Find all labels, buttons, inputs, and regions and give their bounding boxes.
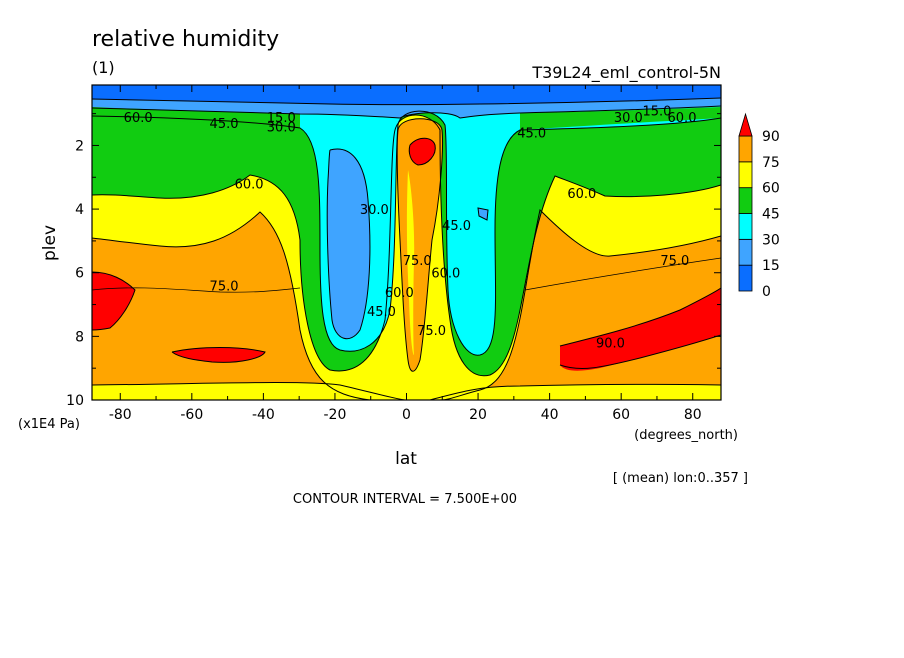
red-core-north-low (560, 288, 721, 371)
contour-interval: CONTOUR INTERVAL = 7.500E+00 (293, 492, 517, 507)
x-axis: -80 -60 -40 -20 0 20 40 60 80 (109, 85, 702, 423)
colorbar-label: 75 (762, 155, 780, 171)
contour-label: 75.0 (403, 254, 432, 269)
contour-label: 15.0 (267, 111, 296, 126)
upper-green-strip-north (520, 107, 721, 130)
contour-field (92, 85, 721, 400)
x-tick-label: -80 (109, 407, 132, 423)
colorbar-label: 30 (762, 232, 780, 248)
mean-note: [ (mean) lon:0..357 ] (613, 471, 748, 486)
contour-label: 75.0 (660, 254, 689, 269)
colorbar-swatch (738, 213, 753, 240)
red-core-south (92, 272, 135, 330)
chart-subtitle: (1) (92, 58, 115, 77)
colorbar-label: 45 (762, 207, 780, 223)
y-tick-label: 2 (75, 138, 84, 154)
colorbar-extension (738, 112, 753, 137)
y-tick-label: 10 (66, 393, 84, 409)
contour-label: 30.0 (614, 111, 643, 126)
band-15-30-trough (327, 149, 370, 339)
colorbar: 0 15 30 45 60 75 90 (738, 112, 780, 300)
contour-label: 30.0 (267, 120, 296, 135)
contour-label: 75.0 (417, 324, 446, 339)
contour-label: 60.0 (431, 267, 460, 282)
experiment-label: T39L24_eml_control-5N (531, 63, 721, 83)
x-tick-label: 40 (541, 407, 559, 423)
contour-label: 45.0 (517, 127, 546, 142)
colorbar-swatch (738, 187, 753, 214)
contour-label: 60.0 (385, 286, 414, 301)
y-tick-label: 8 (75, 329, 84, 345)
x-tick-label: 0 (402, 407, 411, 423)
band-0-15 (92, 85, 721, 105)
contour-label-group: 60.0 45.0 15.030.060.030.075.045.060.075.0… (124, 104, 697, 351)
x-tick-label: -20 (324, 407, 347, 423)
contour-label: 60.0 (567, 187, 596, 202)
contour-label: 60.0 (124, 111, 153, 126)
colorbar-label: 60 (762, 181, 780, 197)
colorbar-label: 0 (762, 284, 771, 300)
y-axis-units: (x1E4 Pa) (18, 417, 80, 432)
colorbar-swatch (738, 238, 753, 266)
y-axis-label: plev (40, 225, 60, 261)
y-tick-label: 4 (75, 202, 84, 218)
colorbar-swatch (738, 135, 753, 163)
blue-notch (478, 208, 488, 220)
contour-label: 30.0 (360, 203, 389, 218)
x-axis-label: lat (395, 449, 417, 469)
x-tick-label: 20 (469, 407, 487, 423)
colorbar-swatch (738, 264, 753, 292)
contour-label: 75.0 (210, 279, 239, 294)
contour-label: 60.0 (668, 111, 697, 126)
colorbar-swatch (738, 161, 753, 189)
y-axis: 2 4 6 8 10 (66, 113, 721, 409)
band-45-60 (92, 85, 721, 376)
contour-label: 45.0 (367, 305, 396, 320)
x-tick-label: -60 (180, 407, 203, 423)
x-axis-units: (degrees_north) (634, 428, 738, 443)
x-tick-label: -40 (252, 407, 275, 423)
equatorial-yellow-column (406, 170, 415, 355)
chart-title: relative humidity (92, 27, 279, 52)
colorbar-label: 15 (762, 258, 780, 274)
contour-label: 45.0 (442, 219, 471, 234)
colorbar-label: 90 (762, 129, 780, 145)
contour-label: 90.0 (596, 337, 625, 352)
contour-lines (92, 97, 721, 400)
band-60-75-low (92, 382, 405, 400)
x-tick-label: 60 (612, 407, 630, 423)
contour-label: 60.0 (235, 178, 264, 193)
contour-label: 15.0 (642, 104, 671, 119)
band-60-75-low-north (430, 384, 721, 400)
contour-label: 45.0 (210, 117, 239, 132)
red-core-south-low (172, 347, 265, 363)
x-tick-label: 80 (684, 407, 702, 423)
y-tick-label: 6 (75, 266, 84, 282)
red-core-equator (409, 138, 436, 165)
